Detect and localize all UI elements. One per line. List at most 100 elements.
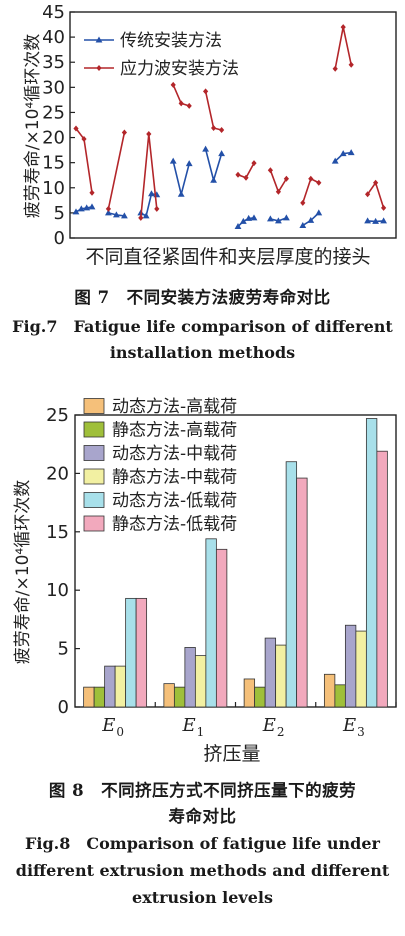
- data-point-triangle: [372, 217, 379, 224]
- bar: [285, 461, 298, 708]
- bar: [114, 665, 127, 708]
- extrusion-bar-chart: 0 5 10 15 20 25 E0 E1 E2 E3 动态方法-高载荷静态方法-高载荷动态方法-…: [13, 397, 397, 765]
- legend-swatch: [83, 492, 105, 508]
- data-point-triangle: [331, 157, 339, 164]
- y-tick-label: 5: [58, 639, 69, 660]
- fig8-caption-cn-line1: 图 8 不同挤压方式不同挤压量下的疲劳: [48, 781, 357, 800]
- data-point-diamond: [316, 179, 322, 186]
- bar: [83, 686, 95, 708]
- data-point-triangle: [315, 209, 323, 216]
- data-point-diamond: [251, 160, 257, 167]
- legend-marker: [95, 36, 103, 43]
- data-point-triangle: [267, 215, 274, 222]
- data-point-diamond: [340, 24, 346, 31]
- data-point-triangle: [88, 203, 96, 210]
- data-point-triangle: [105, 209, 112, 216]
- data-point-triangle: [283, 214, 290, 221]
- data-point-diamond: [170, 81, 176, 88]
- y-tick-label: 20: [46, 463, 69, 484]
- y-axis-title: 疲劳寿命/×10⁴循环次数: [13, 480, 33, 664]
- bar: [194, 655, 207, 708]
- data-point-diamond: [235, 171, 241, 178]
- bar: [264, 637, 277, 708]
- data-point-diamond: [283, 175, 289, 182]
- data-point-diamond: [300, 199, 306, 206]
- data-point-triangle: [218, 150, 225, 157]
- data-point-diamond: [81, 136, 87, 143]
- figure-8: 0 5 10 15 20 25 E0 E1 E2 E3 动态方法-高载荷 静态方法-高载荷 动态方法-…: [0, 385, 405, 907]
- figure-7: 0 5 10 15 20 25 30 35 40 45 传统安装方法 应力波安装方法 疲劳寿命/×1…: [0, 0, 405, 362]
- data-point-triangle: [83, 204, 91, 211]
- fig8-caption-en-line3: extrusion levels: [132, 888, 273, 907]
- legend-label: 静态方法-中载荷: [112, 468, 237, 488]
- bar: [215, 548, 228, 708]
- data-point-triangle: [177, 190, 185, 197]
- y-tick-label: 25: [46, 405, 69, 426]
- data-point-triangle: [239, 217, 247, 224]
- bar: [296, 477, 308, 708]
- bar: [254, 686, 266, 708]
- legend-swatch: [83, 515, 105, 532]
- series-line: [334, 26, 352, 69]
- legend-marker: [96, 65, 102, 71]
- data-point-triangle: [339, 150, 347, 157]
- fig7-caption-cn: 图 7 不同安装方法疲劳寿命对比: [74, 288, 331, 307]
- bar: [243, 678, 256, 708]
- data-point-triangle: [380, 217, 387, 224]
- x-axis-title: 挤压量: [203, 743, 260, 765]
- fig7-caption-en-text: Fig.7 Fatigue life comparison of differe…: [12, 317, 393, 362]
- bar: [125, 597, 137, 708]
- y-tick-label: 40: [42, 27, 65, 48]
- data-point-triangle: [72, 208, 80, 215]
- data-point-diamond: [211, 125, 217, 132]
- data-point-diamond: [138, 214, 144, 221]
- data-point-triangle: [234, 222, 242, 229]
- data-point-triangle: [275, 217, 282, 224]
- data-point-diamond: [373, 179, 379, 186]
- bar: [173, 686, 186, 708]
- fig7-caption-en: Fig.7 Fatigue life comparison of differe…: [0, 314, 405, 366]
- data-point-triangle: [148, 190, 155, 197]
- data-point-diamond: [332, 65, 338, 72]
- data-point-triangle: [299, 221, 307, 228]
- x-tick-label: E0: [101, 715, 124, 739]
- legend-label: 动态方法-高载荷: [112, 397, 237, 417]
- series-line: [204, 148, 223, 184]
- data-point-diamond: [348, 61, 354, 68]
- data-point-triangle: [142, 212, 150, 219]
- legend-label: 动态方法-低载荷: [112, 491, 237, 511]
- series-line: [204, 91, 222, 131]
- data-point-diamond: [275, 188, 281, 195]
- data-point-diamond: [146, 131, 152, 138]
- data-point-triangle: [202, 145, 209, 152]
- bar: [163, 683, 175, 708]
- data-point-triangle: [113, 211, 120, 218]
- y-tick-label: 15: [42, 153, 65, 174]
- bar: [184, 647, 196, 708]
- data-point-diamond: [121, 129, 127, 136]
- bar: [355, 630, 367, 708]
- legend-label: 静态方法-高载荷: [112, 421, 237, 441]
- bar: [93, 686, 106, 708]
- y-tick-label: 20: [42, 128, 65, 149]
- data-point-diamond: [105, 205, 111, 212]
- data-point-triangle: [307, 216, 315, 223]
- y-tick-label: 15: [46, 522, 69, 543]
- data-point-triangle: [347, 149, 355, 156]
- data-point-diamond: [219, 127, 225, 134]
- bar: [205, 538, 217, 708]
- data-point-triangle: [250, 214, 258, 221]
- data-point-triangle: [121, 212, 128, 219]
- data-point-diamond: [267, 167, 273, 174]
- y-tick-label: 0: [58, 697, 69, 718]
- fig8-caption-en-line2: different extrusion methods and differen…: [15, 861, 390, 880]
- bar: [104, 665, 116, 708]
- data-point-diamond: [243, 174, 249, 181]
- fig8-caption-cn-line2: 寿命对比: [168, 807, 237, 826]
- legend-label: 应力波安装方法: [120, 59, 239, 79]
- data-point-triangle: [210, 176, 217, 183]
- data-point-triangle: [77, 205, 85, 212]
- x-tick-label: E1: [181, 715, 204, 739]
- x-axis-title: 不同直径紧固件和夹层厚度的接头: [85, 246, 370, 268]
- data-point-triangle: [169, 157, 177, 164]
